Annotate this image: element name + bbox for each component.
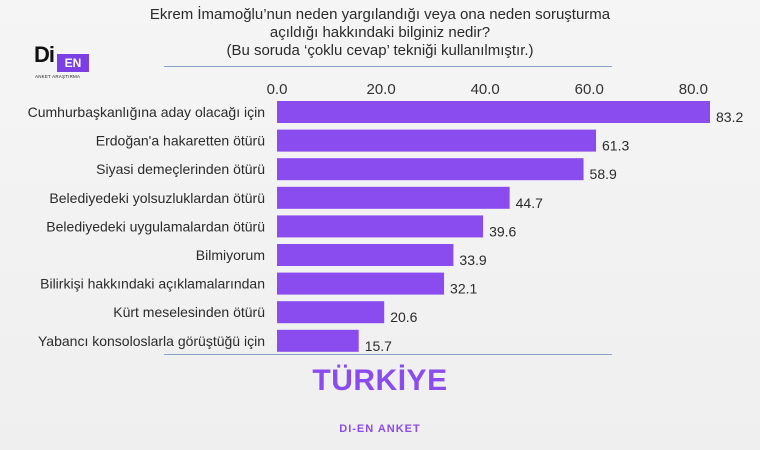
bottom-divider [164, 354, 612, 355]
bar [277, 272, 445, 295]
value-label: 44.7 [516, 195, 543, 211]
x-tick-label: 60.0 [575, 81, 604, 98]
value-label: 61.3 [602, 138, 629, 154]
category-label: Belediyedeki uygulamalardan ötürü [46, 218, 265, 234]
logo-tagline: ANKET ARAŞTIRMA [35, 74, 81, 79]
bar [277, 129, 597, 152]
value-label: 83.2 [716, 109, 743, 125]
value-label: 20.6 [390, 309, 417, 325]
bar [277, 329, 359, 352]
bar-chart: 0.0 20.0 40.0 60.0 80.0 Cumhurbaşkanlığına ad… [28, 81, 744, 354]
bar [277, 215, 484, 238]
bar [277, 186, 510, 209]
x-tick-label: 40.0 [471, 81, 500, 98]
category-label: Erdoğan'a hakaretten ötürü [96, 133, 265, 149]
logo-mark-left: Di [34, 42, 55, 67]
top-divider [164, 66, 612, 67]
category-label: Cumhurbaşkanlığına aday olacağı için [28, 104, 265, 120]
category-label: Bilmiyorum [196, 247, 265, 263]
logo-mark-right: EN [57, 54, 89, 72]
bar [277, 301, 385, 324]
footer-brand: DI-EN ANKET [339, 423, 421, 435]
value-label: 33.9 [459, 252, 486, 268]
x-tick-label: 80.0 [679, 81, 708, 98]
category-label: Bilirkişi hakkındaki açıklamalarından [40, 276, 265, 292]
bar [277, 158, 584, 181]
category-label: Yabancı konsoloslarla görüştüğü için [38, 333, 265, 349]
brand-logo: Di EN ANKET ARAŞTIRMA [34, 42, 92, 79]
value-label: 15.7 [365, 338, 392, 354]
category-label: Siyasi demeçlerinden ötürü [96, 161, 265, 177]
bar [277, 101, 710, 123]
region-label: TÜRKİYE [312, 364, 448, 397]
x-tick-label: 0.0 [267, 81, 288, 98]
value-label: 58.9 [590, 166, 617, 182]
category-label: Kürt meselesinden ötürü [113, 304, 265, 320]
x-tick-label: 20.0 [366, 81, 395, 98]
value-label: 39.6 [489, 223, 516, 239]
value-label: 32.1 [450, 281, 477, 297]
category-label: Belediyedeki yolsuzluklardan ötürü [49, 190, 265, 206]
bar [277, 244, 454, 266]
chart-title: Ekrem İmamoğlu’nun neden yargılandığı ve… [149, 6, 611, 59]
